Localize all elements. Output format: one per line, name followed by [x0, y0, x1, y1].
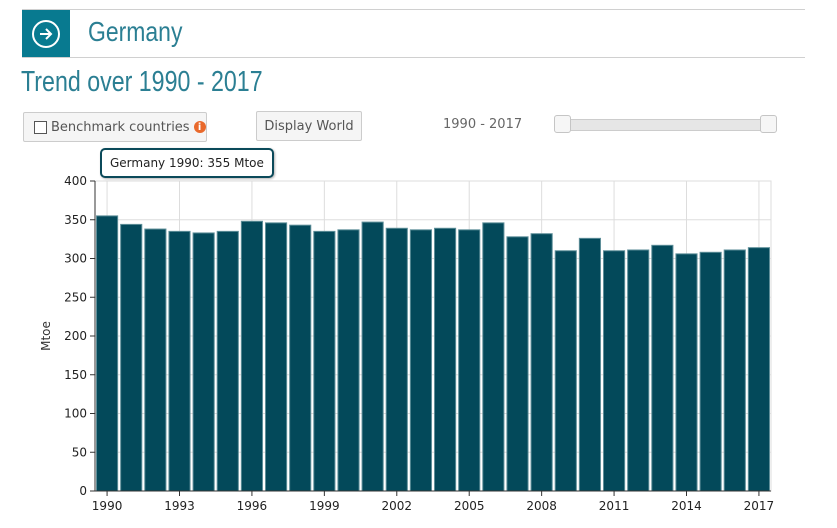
bar-2000[interactable] — [337, 229, 360, 492]
x-tick-label: 2011 — [599, 499, 630, 513]
x-tick-label: 1999 — [309, 499, 340, 513]
bar-2015[interactable] — [699, 251, 722, 492]
y-tick-label: 100 — [64, 407, 87, 421]
y-tick-label: 250 — [64, 290, 87, 304]
x-tick-label: 2005 — [454, 499, 485, 513]
trend-title: Trend over 1990 - 2017 — [21, 66, 263, 98]
bar-2001[interactable] — [361, 221, 384, 492]
bar-1996[interactable] — [240, 220, 264, 492]
bar-tooltip: Germany 1990: 355 Mtoe — [100, 148, 274, 178]
benchmark-checkbox[interactable] — [34, 120, 47, 134]
y-tick-label: 0 — [79, 484, 87, 498]
bar-1998[interactable] — [289, 224, 312, 492]
arrow-right-circle-icon[interactable] — [22, 10, 70, 57]
bar-2007[interactable] — [506, 236, 529, 492]
x-tick-label: 2008 — [526, 499, 557, 513]
bar-2006[interactable] — [482, 222, 505, 492]
bar-1994[interactable] — [192, 232, 215, 492]
x-tick-label: 2002 — [382, 499, 413, 513]
y-tick-label: 400 — [64, 174, 87, 188]
bar-2008[interactable] — [530, 233, 553, 492]
x-tick-label: 1993 — [164, 499, 195, 513]
bar-2005[interactable] — [458, 229, 481, 492]
display-world-button[interactable]: Display World — [256, 111, 362, 141]
bar-1999[interactable] — [313, 230, 336, 492]
bar-1997[interactable] — [265, 222, 288, 492]
slider-handle-start[interactable] — [554, 115, 571, 133]
bar-2014[interactable] — [675, 253, 698, 492]
bar-2016[interactable] — [723, 249, 746, 492]
year-range-label: 1990 - 2017 — [443, 117, 523, 132]
country-title: Germany — [88, 16, 183, 47]
y-axis-label: Mtoe — [39, 321, 53, 351]
x-tick-label: 2017 — [744, 499, 775, 513]
y-tick-label: 150 — [64, 368, 87, 382]
bar-2011[interactable] — [603, 250, 626, 492]
y-tick-label: 50 — [72, 445, 87, 459]
bar-2003[interactable] — [409, 229, 433, 492]
info-icon[interactable]: i — [193, 121, 206, 133]
y-tick-label: 200 — [64, 329, 87, 343]
bar-2002[interactable] — [385, 227, 408, 492]
x-tick-label: 2014 — [671, 499, 702, 513]
slider-handle-end[interactable] — [760, 115, 777, 133]
bar-2009[interactable] — [554, 250, 577, 492]
x-tick-label: 1990 — [92, 499, 123, 513]
y-tick-label: 350 — [64, 213, 87, 227]
country-header: Germany — [22, 9, 805, 58]
bar-2017[interactable] — [747, 247, 770, 492]
bar-2012[interactable] — [627, 249, 650, 492]
bar-1992[interactable] — [144, 228, 167, 492]
y-tick-label: 300 — [64, 252, 87, 266]
x-tick-label: 1996 — [237, 499, 268, 513]
bar-2004[interactable] — [434, 227, 457, 492]
bar-2013[interactable] — [651, 244, 674, 492]
benchmark-label: Benchmark countries — [51, 119, 190, 135]
benchmark-countries-button[interactable]: Benchmark countries i — [23, 112, 207, 142]
bar-1993[interactable] — [168, 230, 191, 492]
bar-1990[interactable] — [96, 215, 119, 492]
bar-1995[interactable] — [216, 230, 239, 492]
bar-1991[interactable] — [120, 223, 143, 492]
bar-2010[interactable] — [578, 237, 601, 492]
